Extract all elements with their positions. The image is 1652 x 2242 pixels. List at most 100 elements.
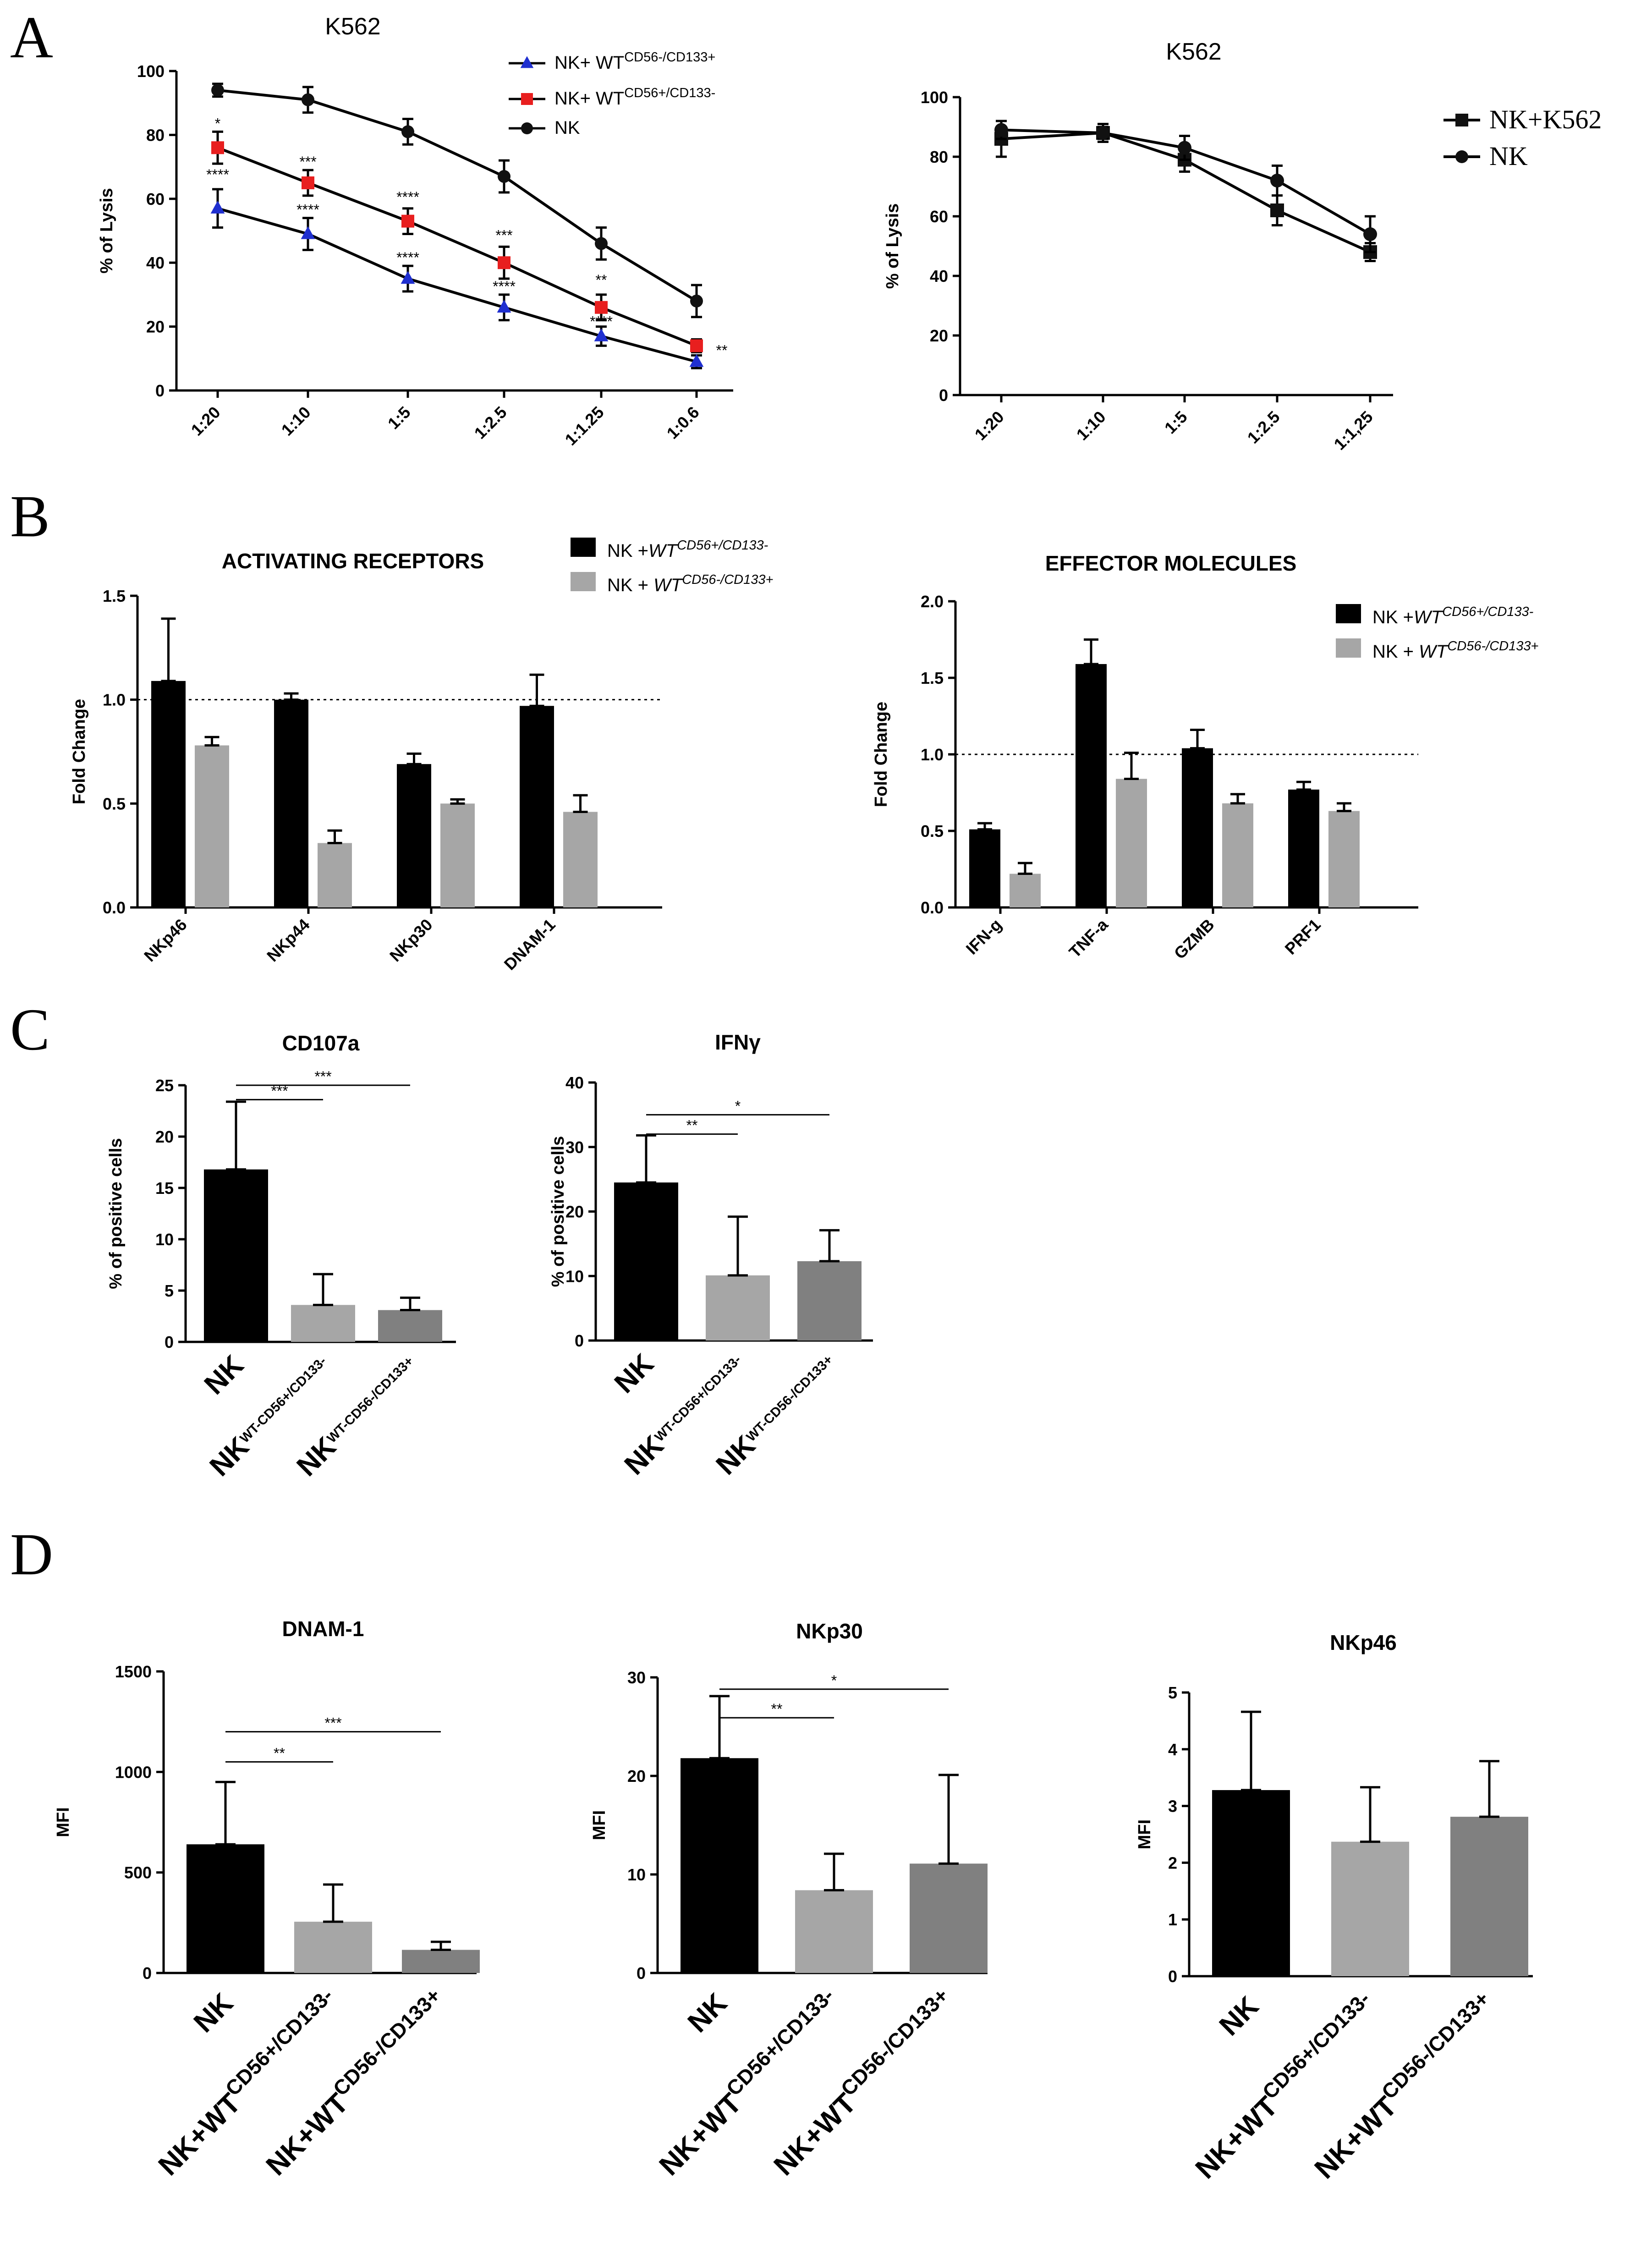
chart-lysis-wt-subsets: 0 20 40 60 80 100 K562 % of Lysis 1:20 1:10 1:5 1:2… <box>97 13 733 449</box>
x-category-label-part-1: CD56-/CD133+ <box>1377 1987 1493 2103</box>
y-axis-title: MFI <box>590 1810 609 1840</box>
y-tick-label: 60 <box>146 190 165 209</box>
y-tick-label: 0.0 <box>103 898 126 917</box>
legend-label-part-2: CD56+/CD133- <box>1442 604 1533 619</box>
legend-label-part-1: CD56-/CD133+ <box>624 50 715 65</box>
y-tick-label: 1.0 <box>921 745 944 764</box>
y-axis-title: % of positive cells <box>549 1136 568 1287</box>
legend-label: NK <box>554 118 580 138</box>
legend-swatch <box>571 572 596 591</box>
significance-label: ** <box>274 1745 285 1761</box>
y-tick-label: 30 <box>565 1138 584 1157</box>
y-tick-label: 0 <box>165 1333 174 1352</box>
legend-label: NK+ WTCD56+/CD133- <box>554 86 715 109</box>
x-category-label-part-0: NK <box>198 1349 250 1401</box>
legend-label-part-0: NK + <box>1372 607 1414 627</box>
bar <box>204 1169 268 1342</box>
y-tick-label: 0 <box>155 381 165 400</box>
data-point <box>994 123 1008 137</box>
chart-title: K562 <box>1166 38 1221 65</box>
series-line <box>217 88 697 302</box>
y-axis-title: % of Lysis <box>883 203 902 289</box>
x-category-label-part-1: WT-CD56+/CD133- <box>237 1354 329 1446</box>
significance-label: **** <box>396 189 419 205</box>
bar <box>1212 1790 1290 1976</box>
legend-swatch <box>571 538 596 557</box>
data-point <box>1270 203 1284 217</box>
x-category-label-part-0: NK+WT <box>653 2087 748 2182</box>
legend-label-part-0: NK + <box>607 575 653 595</box>
y-tick-label: 2.0 <box>921 592 944 611</box>
x-category-label-part-1: CD56-/CD133+ <box>836 1984 953 2100</box>
significance-label: ** <box>771 1701 783 1717</box>
y-tick-label: 20 <box>930 326 948 345</box>
bar <box>706 1275 770 1341</box>
x-tick-label: NKp30 <box>386 915 436 966</box>
bar <box>187 1844 264 1973</box>
legend-label-part-0: NK + <box>1372 642 1419 662</box>
x-category-label: NK+WTCD56+/CD133- <box>148 1984 346 2182</box>
significance-label: ** <box>596 272 607 288</box>
y-tick-label: 500 <box>124 1863 152 1882</box>
bar <box>520 706 554 907</box>
significance-label: * <box>735 1098 741 1114</box>
x-tick-label: 1:20 <box>187 403 224 440</box>
significance-label: *** <box>314 1068 331 1085</box>
legend-swatch <box>1336 604 1361 623</box>
bar <box>563 812 598 907</box>
y-axis-title: MFI <box>1135 1819 1154 1849</box>
data-point <box>1455 114 1468 126</box>
significance-label: *** <box>495 227 512 243</box>
x-tick-label: 1:5 <box>1161 407 1191 438</box>
chart-title: ACTIVATING RECEPTORS <box>222 549 484 573</box>
y-tick-label: 20 <box>155 1127 174 1146</box>
legend-label-part-0: NK+K562 <box>1489 104 1602 134</box>
y-axis-title: Fold Change <box>872 702 891 807</box>
x-tick-label: 1:10 <box>278 403 314 440</box>
y-tick-label: 1000 <box>115 1763 152 1781</box>
y-tick-label: 80 <box>146 126 165 144</box>
x-tick-label: IFN-g <box>962 915 1005 958</box>
y-tick-label: 40 <box>565 1073 584 1092</box>
data-point <box>401 125 414 138</box>
legend-label-part-1: CD56+/CD133- <box>624 86 715 100</box>
panel-letter-c: C <box>10 997 50 1063</box>
series-line <box>217 146 697 347</box>
x-category-label: NK <box>198 1349 250 1401</box>
legend-label-part-1: WT <box>653 575 683 595</box>
y-axis-title: Fold Change <box>70 699 89 804</box>
data-point <box>401 214 414 228</box>
y-tick-label: 0 <box>637 1964 646 1983</box>
data-point <box>498 256 510 269</box>
significance-label: **** <box>493 278 516 295</box>
x-category-label: NK <box>188 1987 239 2039</box>
legend-swatch <box>1336 638 1361 658</box>
data-point <box>211 141 224 154</box>
x-category-label: NK <box>609 1348 660 1399</box>
y-tick-label: 1 <box>1168 1910 1177 1929</box>
y-tick-label: 5 <box>165 1281 174 1300</box>
y-axis-title: % of Lysis <box>97 188 116 274</box>
bar <box>440 803 475 907</box>
y-tick-label: 30 <box>627 1668 646 1687</box>
x-category-label-part-1: WT-CD56+/CD133- <box>652 1352 744 1445</box>
chart-title: NKp30 <box>796 1619 863 1643</box>
y-tick-label: 80 <box>930 148 948 166</box>
x-tick-label: DNAM-1 <box>500 915 559 974</box>
y-tick-label: 100 <box>921 88 948 107</box>
chart-lysis-nk-k562: 0 20 40 60 80 100 K562 % of Lysis 1:20 1:10 1:5 1:2… <box>883 38 1602 454</box>
data-point <box>1178 141 1191 155</box>
data-point <box>1270 174 1284 187</box>
x-tick-label: 1:2.5 <box>471 403 510 443</box>
data-point <box>689 354 704 367</box>
panel-letter-d: D <box>10 1522 53 1588</box>
data-point <box>302 176 314 189</box>
bar <box>397 764 431 907</box>
y-tick-label: 0 <box>143 1964 152 1983</box>
y-tick-label: 3 <box>1168 1797 1177 1816</box>
x-category-label-part-0: NK <box>682 1987 733 2039</box>
data-point <box>498 170 510 183</box>
x-category-label-part-1: CD56+/CD133- <box>722 1984 838 2100</box>
significance-label: ** <box>686 1117 698 1134</box>
